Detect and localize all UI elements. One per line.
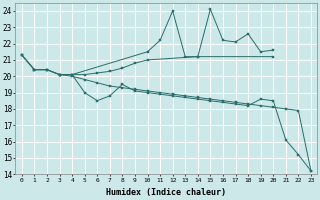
X-axis label: Humidex (Indice chaleur): Humidex (Indice chaleur)	[106, 188, 226, 197]
